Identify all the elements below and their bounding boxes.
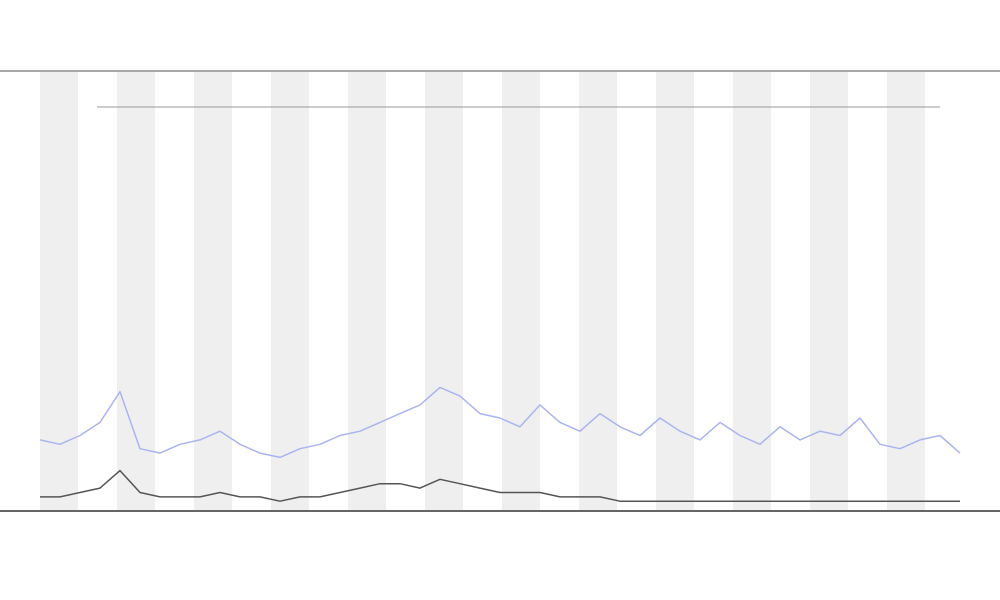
shaded-band bbox=[733, 72, 771, 510]
shaded-band bbox=[579, 72, 617, 510]
series-line bbox=[40, 469, 960, 502]
shaded-band bbox=[656, 72, 694, 510]
shaded-band bbox=[502, 72, 540, 510]
shaded-band bbox=[194, 72, 232, 510]
shaded-band bbox=[271, 72, 309, 510]
series-line bbox=[39, 386, 961, 459]
shaded-band bbox=[810, 72, 848, 510]
background-bands bbox=[40, 72, 925, 510]
shaded-band bbox=[117, 72, 155, 510]
shaded-band bbox=[348, 72, 386, 510]
shaded-band bbox=[425, 72, 463, 510]
shaded-band bbox=[887, 72, 925, 510]
shaded-band bbox=[40, 72, 78, 510]
